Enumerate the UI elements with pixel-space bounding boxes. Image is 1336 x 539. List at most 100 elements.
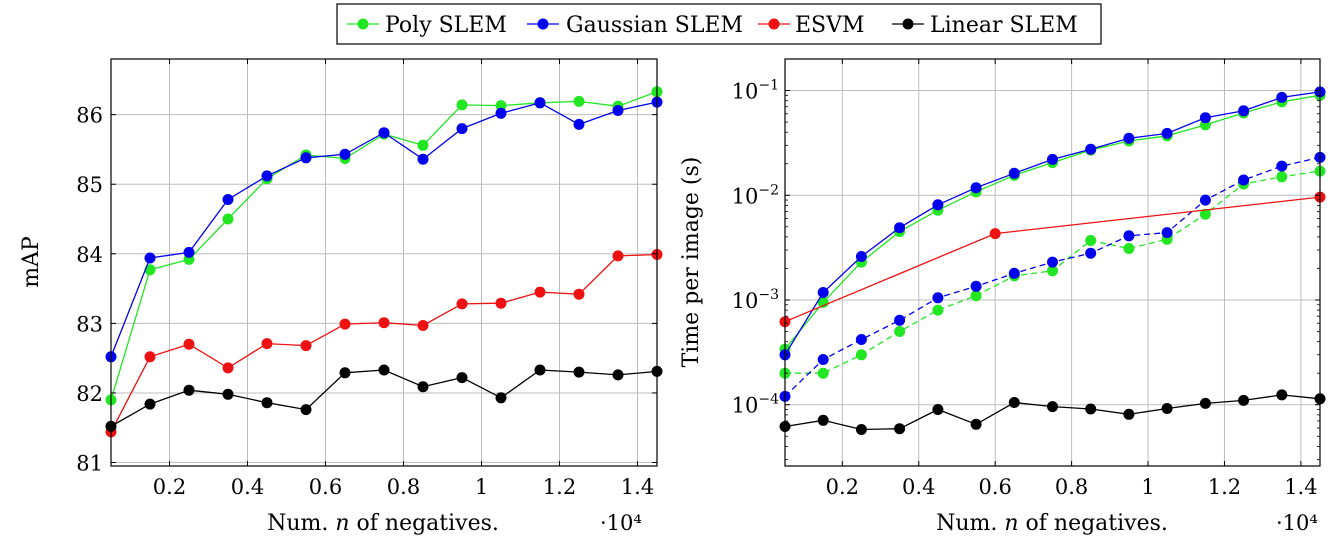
data-point (612, 105, 624, 116)
data-point (300, 152, 312, 164)
data-point (495, 297, 507, 309)
data-point (1199, 194, 1211, 206)
legend-label: Gaussian SLEM (566, 13, 743, 38)
data-point (534, 286, 546, 298)
data-point (1276, 389, 1288, 401)
data-point (1276, 171, 1288, 183)
data-point (573, 95, 585, 107)
ticks: 0.2 0.4 0.6 0.8 1 1.2 1.4 81 82 83 84 85 86 (76, 59, 657, 499)
data-point (339, 148, 351, 160)
data-point (1047, 256, 1058, 268)
x-axis-multiplier: ·10⁴ (600, 511, 642, 535)
y-tick-label: 10−3 (732, 287, 779, 313)
data-point (456, 123, 468, 135)
data-point (932, 292, 944, 304)
y-axis-label: Time per image (s) (679, 157, 704, 368)
x-tick-label: 1.4 (621, 475, 654, 499)
data-point (144, 351, 156, 363)
data-point (612, 369, 624, 381)
data-point (261, 397, 273, 409)
data-point (261, 338, 273, 350)
data-point (183, 246, 195, 258)
data-point (1238, 394, 1250, 406)
data-point (1123, 132, 1135, 144)
data-point (300, 340, 312, 352)
legend-marker (902, 18, 914, 30)
series-line (110, 369, 658, 427)
legend-label: Linear SLEM (930, 13, 1078, 38)
axes-frame (784, 58, 1321, 467)
data-point (495, 100, 507, 112)
data-point (417, 381, 429, 393)
plot-area (779, 86, 1326, 435)
data-point (456, 99, 468, 111)
data-point (222, 362, 234, 374)
series-linear-slem (105, 364, 663, 432)
data-point (222, 194, 234, 205)
data-point (932, 304, 944, 316)
data-point (1123, 243, 1135, 254)
legend-label: Poly SLEM (385, 13, 507, 38)
series-gaussian-slem (779, 86, 1326, 361)
y-tick-label: 10−2 (732, 182, 779, 208)
data-point (932, 199, 944, 211)
data-point (855, 349, 867, 361)
data-point (1199, 208, 1211, 220)
data-point (339, 318, 351, 330)
y-tick-label: 10−1 (732, 78, 779, 104)
series-gaussian-slem-dashed (779, 151, 1326, 402)
series-poly-slem (779, 89, 1326, 355)
data-point (1008, 267, 1020, 279)
data-point (1161, 127, 1173, 139)
ticks: 0.2 0.4 0.6 0.8 1 1.2 1.4 10−4 10−3 10−2 10−1 (732, 58, 1320, 499)
data-point (1047, 265, 1058, 277)
data-point (378, 127, 390, 139)
data-point (932, 404, 944, 415)
data-point (1085, 247, 1097, 259)
data-point (573, 366, 585, 378)
x-axis-label: Num. n of negatives. (936, 511, 1168, 536)
data-point (573, 118, 585, 130)
data-point (855, 424, 867, 435)
data-point (894, 314, 906, 326)
data-point (1276, 91, 1288, 103)
series-gaussian-slem (105, 96, 663, 363)
data-point (534, 97, 546, 109)
data-point (970, 280, 982, 292)
data-point (300, 404, 312, 416)
data-point (1161, 227, 1173, 239)
x-axis-label: Num. n of negatives. (267, 511, 499, 536)
legend-marker (357, 18, 369, 30)
data-point (989, 228, 1001, 240)
series-line (784, 94, 1321, 350)
data-point (339, 367, 351, 379)
y-tick-label: 82 (76, 382, 103, 406)
data-point (612, 250, 624, 262)
data-point (417, 153, 429, 165)
data-point (1085, 403, 1097, 415)
legend-entry-linear-slem: Linear SLEM (892, 13, 1078, 38)
x-tick-label: 0.2 (826, 475, 859, 499)
y-tick-label: 86 (76, 104, 103, 128)
data-point (417, 139, 429, 151)
data-point (1238, 174, 1250, 186)
data-point (495, 392, 507, 404)
x-tick-label: 1.4 (1284, 475, 1317, 499)
legend-box (336, 3, 1102, 45)
data-point (144, 264, 156, 276)
x-tick-label: 1.2 (543, 475, 576, 499)
data-point (855, 334, 867, 345)
legend-entry-poly-slem: Poly SLEM (347, 13, 507, 38)
x-tick-label: 0.2 (153, 475, 186, 499)
x-tick-label: 0.4 (902, 475, 935, 499)
data-point (183, 384, 195, 396)
data-point (183, 338, 195, 350)
data-point (495, 107, 507, 119)
legend: Poly SLEM Gaussian SLEM ESVM Linear SLEM (336, 3, 1102, 45)
data-point (144, 398, 156, 410)
data-point (456, 298, 468, 310)
x-tick-label: 0.8 (1055, 475, 1088, 499)
series-poly-slem-dashed (779, 165, 1326, 379)
x-tick-label: 0.6 (978, 475, 1011, 499)
